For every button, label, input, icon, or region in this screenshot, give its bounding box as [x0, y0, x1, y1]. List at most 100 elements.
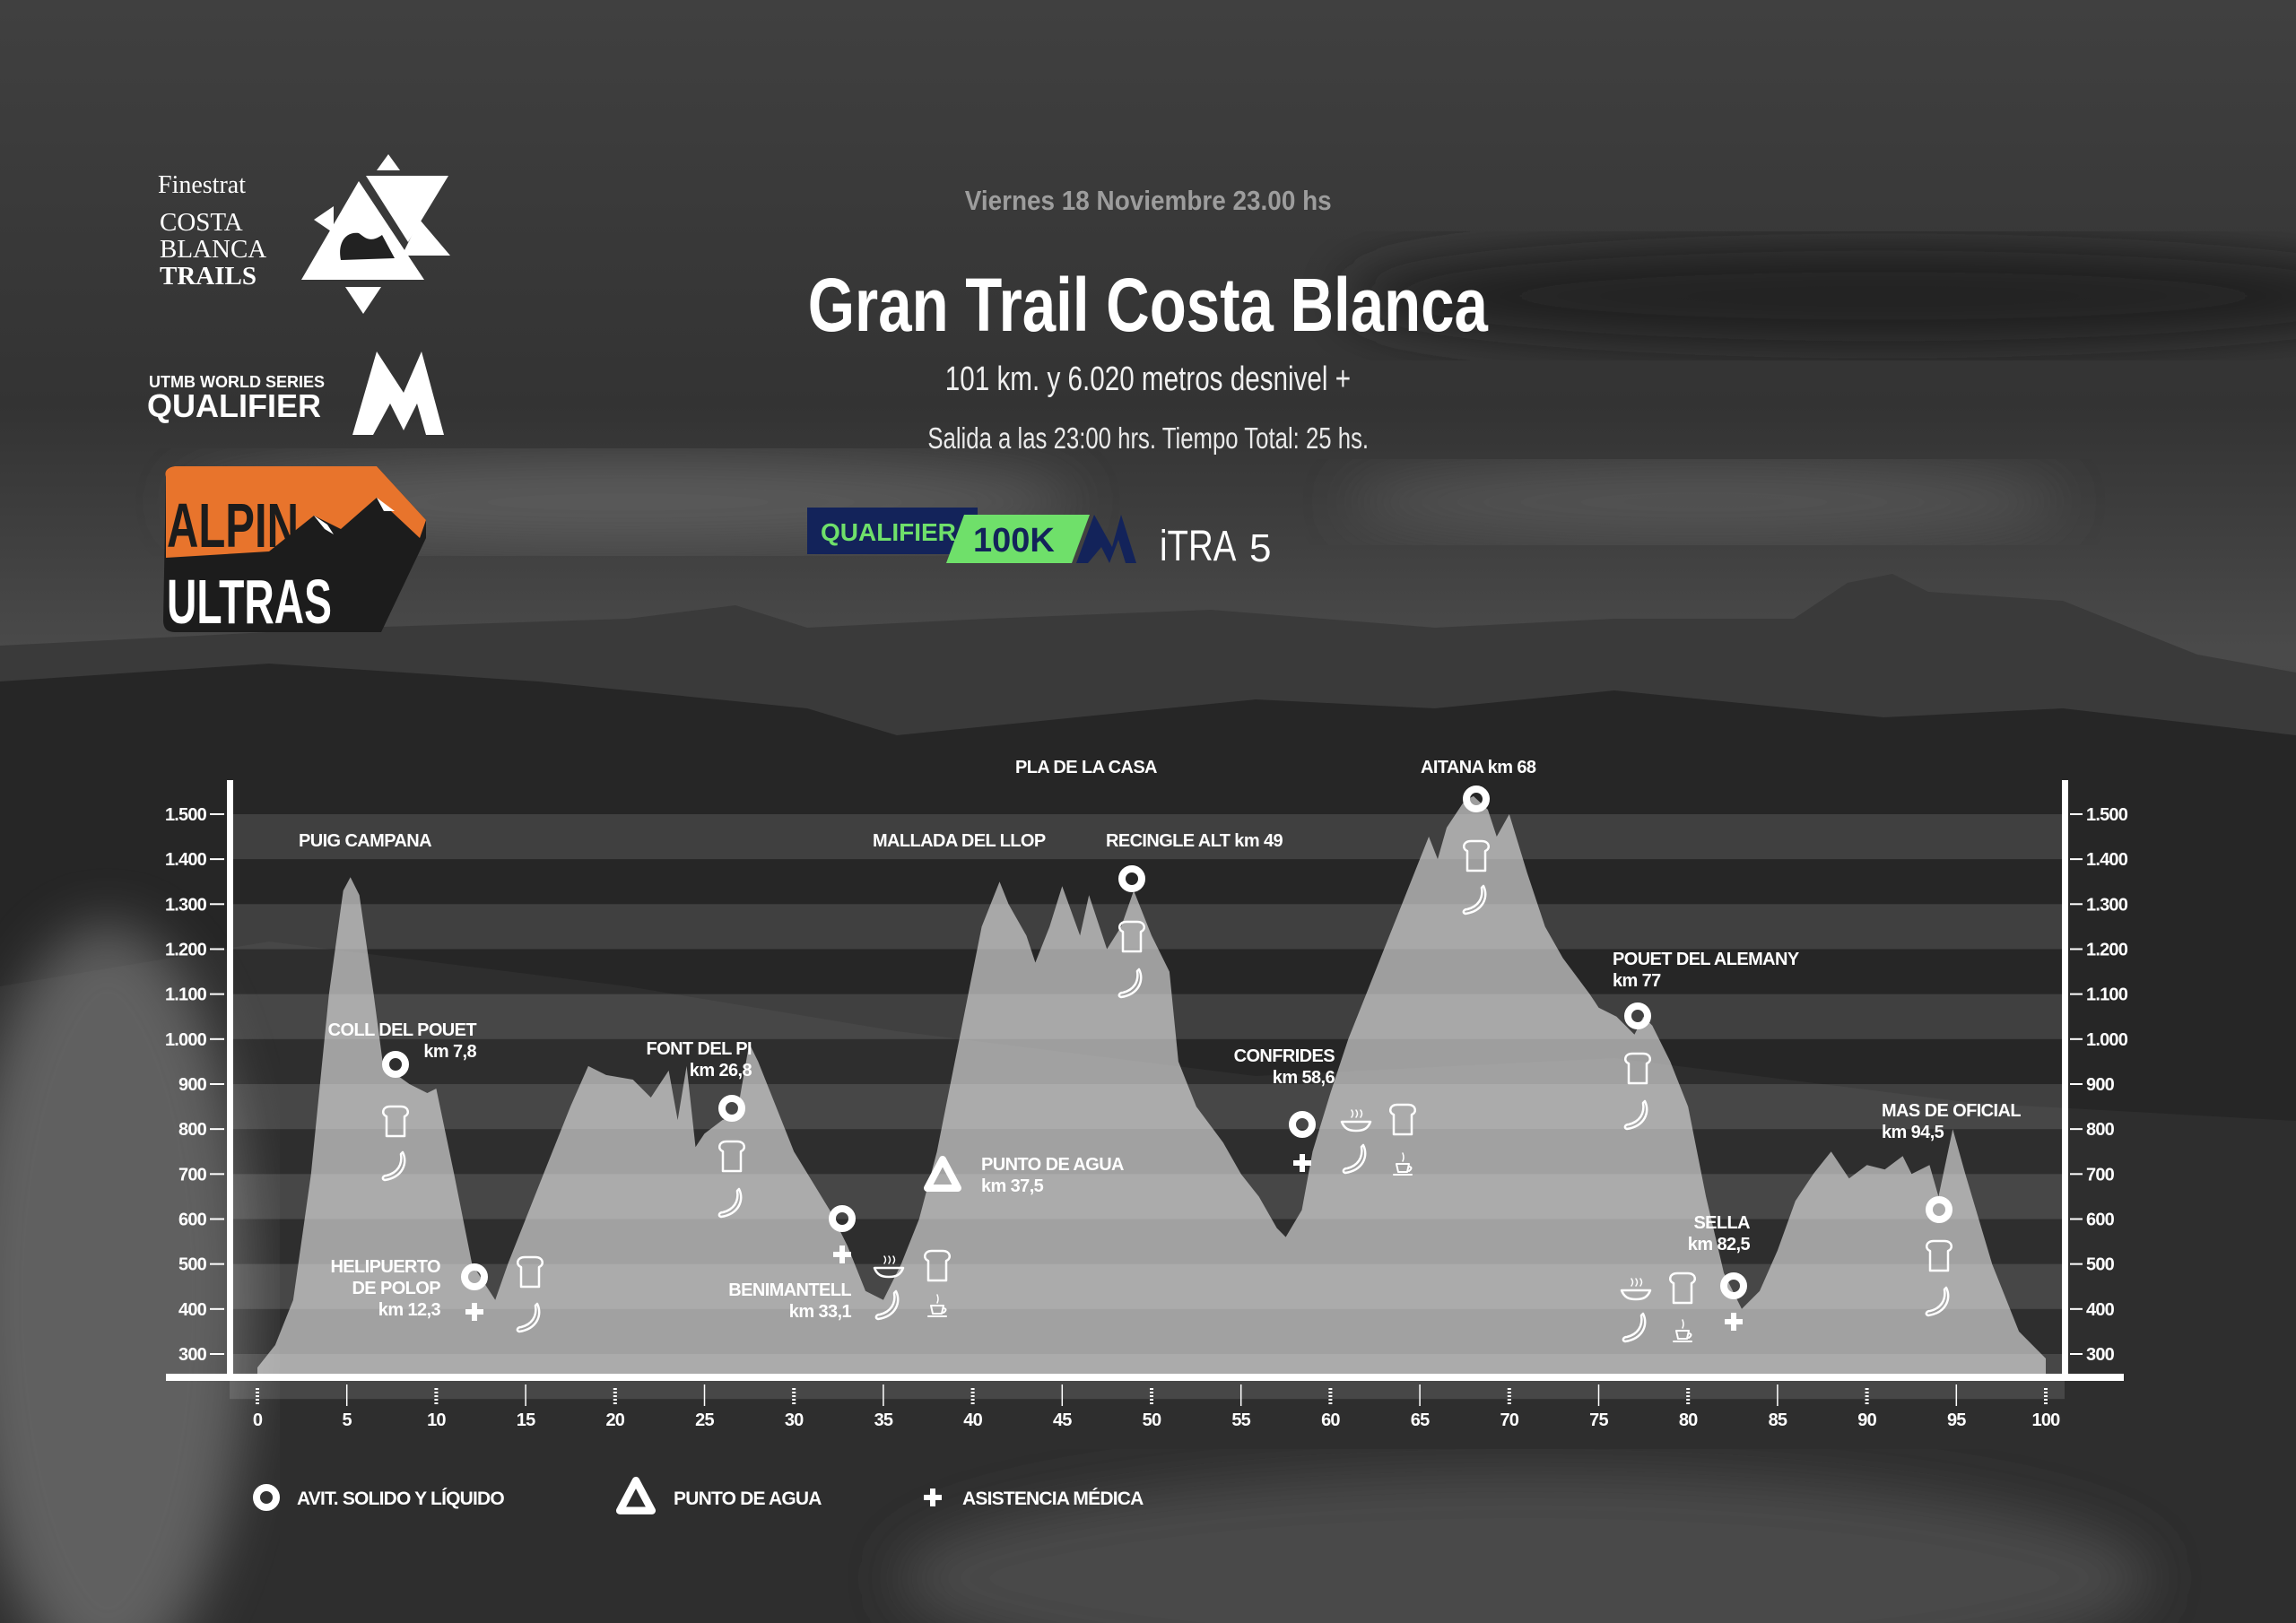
y-tick-label-right: 900 — [2086, 1075, 2115, 1095]
aid-station-label: AITANA km 68 — [1421, 758, 1536, 777]
y-tick-label-left: 900 — [178, 1075, 207, 1095]
x-tick-label: 40 — [963, 1410, 982, 1430]
ring-icon — [382, 1051, 409, 1078]
elevation-profile-area — [257, 795, 2046, 1377]
summit-label: PUIG CAMPANA — [299, 831, 431, 851]
race-title: Gran Trail Costa Blanca — [0, 262, 2296, 349]
x-tick-label: 95 — [1947, 1410, 1966, 1430]
aid-station-label: RECINGLE ALT km 49 — [1106, 831, 1283, 851]
banana-icon — [516, 1302, 541, 1333]
x-tick-label: 75 — [1589, 1410, 1608, 1430]
aid-station — [1925, 1196, 1952, 1317]
summit-label: MALLADA DEL LLOP — [873, 831, 1046, 851]
y-tick-label-left: 800 — [178, 1120, 207, 1140]
legend-label: AVIT. SOLIDO Y LÍQUIDO — [297, 1488, 504, 1509]
legend-label: ASISTENCIA MÉDICA — [962, 1488, 1144, 1509]
y-tick-label-left: 1.100 — [165, 985, 207, 1005]
banana-icon — [1118, 968, 1143, 999]
annotations: PUIG CAMPANA MALLADA DEL LLOP PLA DE LA CA… — [299, 758, 2022, 1343]
aid-station-label: km 94,5 — [1882, 1123, 1944, 1142]
summit-label: PLA DE LA CASA — [1015, 758, 1157, 777]
x-tick-label: 80 — [1679, 1410, 1698, 1430]
x-tick-label: 10 — [427, 1410, 446, 1430]
x-tick-label: 65 — [1411, 1410, 1430, 1430]
race-title-text: Gran Trail Costa Blanca — [807, 263, 1489, 347]
ring-icon — [461, 1263, 488, 1290]
x-tick-label: 15 — [517, 1410, 535, 1430]
costa-blanca-trails-logo: Finestrat COSTA BLANCA TRAILS — [158, 154, 450, 314]
aid-station-label: FONT DEL PI — [647, 1039, 752, 1059]
y-tick-label-left: 1.400 — [165, 850, 207, 870]
bread-icon — [1389, 1103, 1416, 1136]
qualifier-badges: QUALIFIER 100K iTRA 5 — [807, 508, 1271, 570]
ultras-text: ULTRAS — [167, 566, 332, 637]
x-tick-label: 20 — [605, 1410, 624, 1430]
plus-icon — [1725, 1313, 1743, 1331]
bread-icon — [1669, 1271, 1696, 1305]
y-tick-label-right: 400 — [2086, 1300, 2115, 1320]
aid-station-label: DE POLOP — [352, 1279, 440, 1298]
aid-station-label: SELLA — [1693, 1213, 1750, 1233]
x-tick-label: 60 — [1321, 1410, 1340, 1430]
ring-icon — [1624, 1002, 1651, 1029]
aid-station-label: COLL DEL POUET — [328, 1020, 477, 1040]
aid-station — [1462, 785, 1490, 916]
banana-icon — [874, 1289, 900, 1321]
grid-band — [230, 813, 2065, 860]
ring-icon — [1463, 785, 1490, 812]
y-tick-label-left: 1.500 — [165, 805, 207, 825]
banana-icon — [1623, 1099, 1648, 1131]
bread-icon — [517, 1255, 544, 1289]
ring-icon — [1720, 1272, 1747, 1299]
race-distance-text: 101 km. y 6.020 metros desnivel + — [944, 360, 1352, 398]
aid-station — [718, 1095, 745, 1219]
y-tick-label-left: 700 — [178, 1165, 207, 1185]
x-tick-label: 5 — [343, 1410, 352, 1430]
y-tick-label-right: 500 — [2086, 1255, 2115, 1275]
logo-group: Finestrat COSTA BLANCA TRAILS UTMB WORLD… — [147, 154, 450, 637]
y-tick-label-right: 1.200 — [2086, 940, 2128, 959]
y-tick-label-left: 300 — [178, 1345, 207, 1365]
legend-item: AVIT. SOLIDO Y LÍQUIDO — [253, 1484, 505, 1511]
race-distance: 101 km. y 6.020 metros desnivel + — [0, 360, 2296, 399]
aid-station-label: km 37,5 — [981, 1176, 1044, 1196]
itra-label: iTRA — [1160, 523, 1236, 570]
legend: AVIT. SOLIDO Y LÍQUIDO PUNTO DE AGUA ASIST… — [253, 1476, 1144, 1515]
x-tick-label: 0 — [253, 1410, 263, 1430]
logo-trails-text: TRAILS — [160, 262, 257, 291]
race-schedule: Salida a las 23:00 hrs. Tiempo Total: 25… — [0, 421, 2296, 456]
y-tick-label-right: 1.100 — [2086, 985, 2128, 1005]
aid-station — [1620, 1271, 1747, 1343]
logo-finestrat-text: Finestrat — [158, 171, 246, 199]
y-tick-label-right: 1.300 — [2086, 895, 2128, 915]
aid-station — [1623, 1002, 1651, 1131]
aid-station — [381, 1051, 409, 1182]
x-tick-label: 90 — [1857, 1410, 1876, 1430]
x-axis-baseline — [166, 1374, 2124, 1381]
ring-icon — [718, 1095, 745, 1122]
aid-station-label: POUET DEL ALEMANY — [1613, 950, 1800, 969]
y-tick-label-right: 700 — [2086, 1165, 2115, 1185]
plus-icon — [465, 1303, 483, 1321]
legend-item: ASISTENCIA MÉDICA — [924, 1488, 1144, 1509]
plus-icon — [924, 1488, 942, 1506]
y-tick-label-left: 1.300 — [165, 895, 207, 915]
aid-station-label: km 12,3 — [378, 1300, 441, 1320]
x-tick-label: 100 — [2032, 1410, 2061, 1430]
aid-station — [1118, 865, 1145, 999]
x-tick-label: 50 — [1143, 1410, 1161, 1430]
y-tick-label-left: 1.200 — [165, 940, 207, 959]
triangle-icon — [924, 1156, 961, 1192]
ring-icon — [1289, 1111, 1316, 1138]
aid-station-label: km 26,8 — [690, 1061, 752, 1081]
distance-badge-label: 100K — [973, 522, 1055, 560]
aid-station-label: km 82,5 — [1688, 1235, 1751, 1254]
aid-station — [461, 1255, 544, 1333]
y-tick-label-right: 1.500 — [2086, 805, 2128, 825]
y-tick-label-left: 600 — [178, 1210, 207, 1229]
aid-station-label: km 77 — [1613, 971, 1661, 991]
ring-icon — [1926, 1196, 1952, 1223]
aid-station-label: km 7,8 — [423, 1042, 476, 1062]
